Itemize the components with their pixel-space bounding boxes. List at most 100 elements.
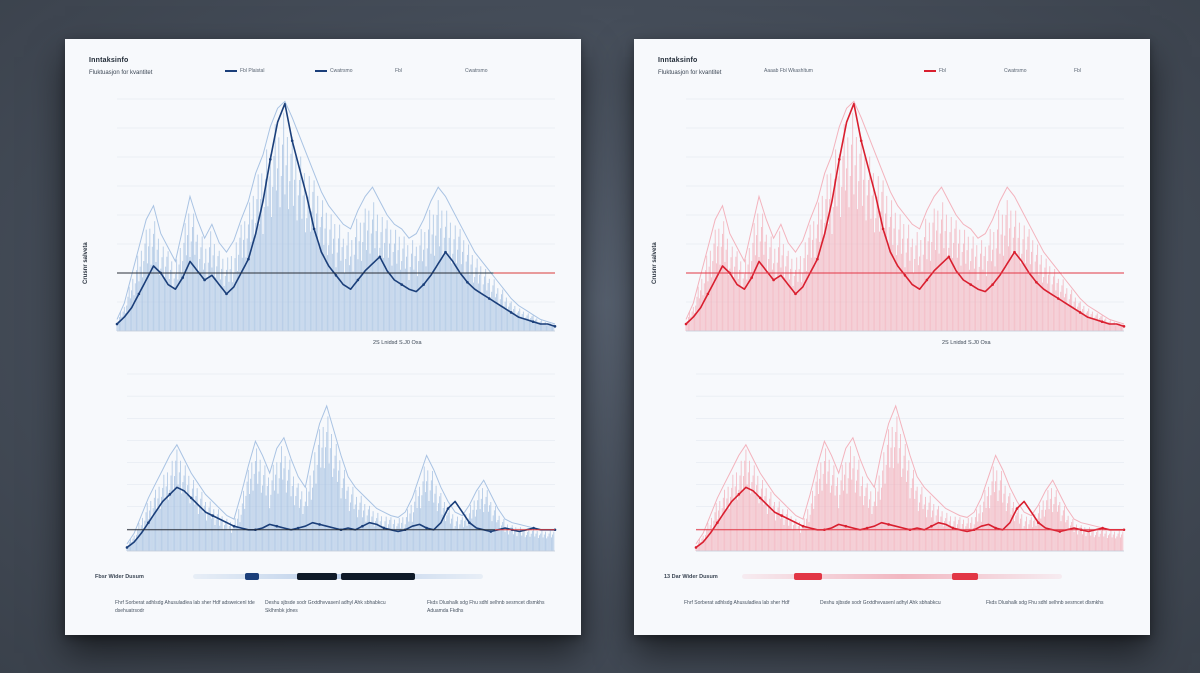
data-point [137, 292, 141, 296]
chart-plot-area [115, 98, 557, 552]
data-point [125, 546, 129, 549]
data-point [115, 322, 119, 326]
range-slider-handle[interactable] [794, 573, 822, 580]
data-point [838, 158, 841, 161]
data-point [361, 524, 364, 528]
range-slider-selection[interactable] [341, 573, 415, 580]
data-point [356, 278, 360, 282]
data-point [489, 530, 493, 533]
data-point [382, 526, 386, 530]
mid-caption: 2S Lnidsd S.J0 Oxa [373, 340, 422, 346]
data-point [509, 311, 513, 314]
data-point [758, 496, 762, 500]
data-point [446, 507, 450, 510]
data-point [801, 524, 805, 528]
data-point [225, 292, 228, 296]
chart-sheet-left: Inntaksinfo Fluktuasjon for kvantitet Fb… [65, 39, 581, 635]
data-point [816, 257, 819, 261]
data-point [947, 255, 951, 259]
header-title: Inntaksinfo [89, 57, 129, 64]
data-point [1057, 297, 1060, 300]
data-point [203, 278, 206, 282]
data-point [684, 322, 688, 326]
range-slider-handle[interactable] [245, 573, 259, 580]
data-point [232, 524, 236, 528]
series-envelope [685, 100, 1125, 325]
data-point [147, 521, 150, 524]
data-point [425, 526, 428, 530]
series-envelope [695, 404, 1124, 545]
data-point [694, 546, 698, 549]
data-point [750, 276, 753, 279]
data-point [794, 292, 797, 296]
data-point [466, 280, 469, 284]
data-point [1078, 311, 1082, 314]
bottom-label: 13 Dar Wider Dusum [664, 574, 718, 580]
data-point [772, 278, 775, 282]
data-point [737, 493, 741, 496]
header-subtitle: Fluktuasjon for kvantitet [89, 70, 153, 76]
data-point [859, 139, 863, 143]
data-point [318, 523, 321, 526]
legend-item: Cwatrsmo [465, 68, 488, 74]
data-point [994, 526, 997, 530]
data-point [211, 514, 214, 517]
range-slider-selection[interactable] [952, 573, 978, 580]
legend-item: Cwatrsmo [315, 68, 353, 74]
data-point [181, 276, 184, 279]
data-point [312, 227, 316, 231]
footnote: Deshu sjbsde sodr Grxtdhvvasenl adhyl Ah… [265, 600, 386, 614]
data-point [1013, 250, 1016, 254]
footnote: Fkds Dlushalk sdg Fhu sdhl selhnb sesrnc… [427, 600, 545, 614]
legend-item: Cwatrsmo [1004, 68, 1027, 74]
data-point [1015, 507, 1019, 510]
data-point [275, 524, 279, 528]
data-point [553, 325, 557, 328]
legend-item: Fbl [395, 68, 402, 74]
data-point [1100, 320, 1104, 324]
legend-item: Fbl [924, 68, 946, 74]
data-point [706, 292, 710, 296]
data-point [444, 250, 447, 254]
range-slider-selection[interactable] [297, 573, 337, 580]
legend-item: Fbl [1074, 68, 1081, 74]
data-point [532, 526, 535, 530]
footnote: Fhrf Sorberat adhlsdg Ahusuladlea lab sh… [115, 600, 255, 614]
data-point [468, 521, 471, 524]
data-point [247, 257, 250, 261]
data-point [780, 514, 783, 517]
data-point [1035, 280, 1038, 284]
legend-item: Fbl Plaistal [225, 68, 264, 74]
data-point [844, 524, 848, 528]
header-title: Inntaksinfo [658, 57, 698, 64]
data-point [400, 283, 404, 286]
legend-item: Aaaab Fbl Wkashltum [764, 68, 813, 74]
data-point [1101, 526, 1104, 530]
data-point [991, 283, 994, 286]
data-point [488, 297, 491, 300]
data-point [334, 274, 338, 277]
data-point [881, 227, 885, 231]
data-point [925, 278, 929, 282]
footnote: Fkds Dlushalk sdg Fhu sdhl selhnb sesrnc… [986, 600, 1104, 606]
data-point [269, 158, 272, 161]
data-point [1037, 521, 1040, 524]
range-slider-track[interactable] [193, 574, 483, 579]
chart-plot-area [684, 98, 1126, 552]
data-point [969, 283, 972, 286]
footnote: Fhrf Sorberat adhlsdg Ahusuladlea lab sh… [684, 600, 790, 606]
range-slider-track[interactable] [742, 574, 1062, 579]
data-point [422, 283, 425, 286]
data-point [951, 526, 955, 530]
data-point [1058, 530, 1062, 533]
data-point [531, 320, 535, 324]
data-point [296, 526, 300, 530]
data-point [290, 139, 294, 143]
series-envelope [116, 100, 556, 325]
data-point [553, 528, 557, 532]
data-point [930, 524, 933, 528]
data-point [865, 526, 869, 530]
footnote: Deshu sjbsde sodr Grxtdhvvasenl adhyl Ah… [820, 600, 941, 606]
data-point [716, 521, 719, 524]
data-point [378, 255, 382, 259]
